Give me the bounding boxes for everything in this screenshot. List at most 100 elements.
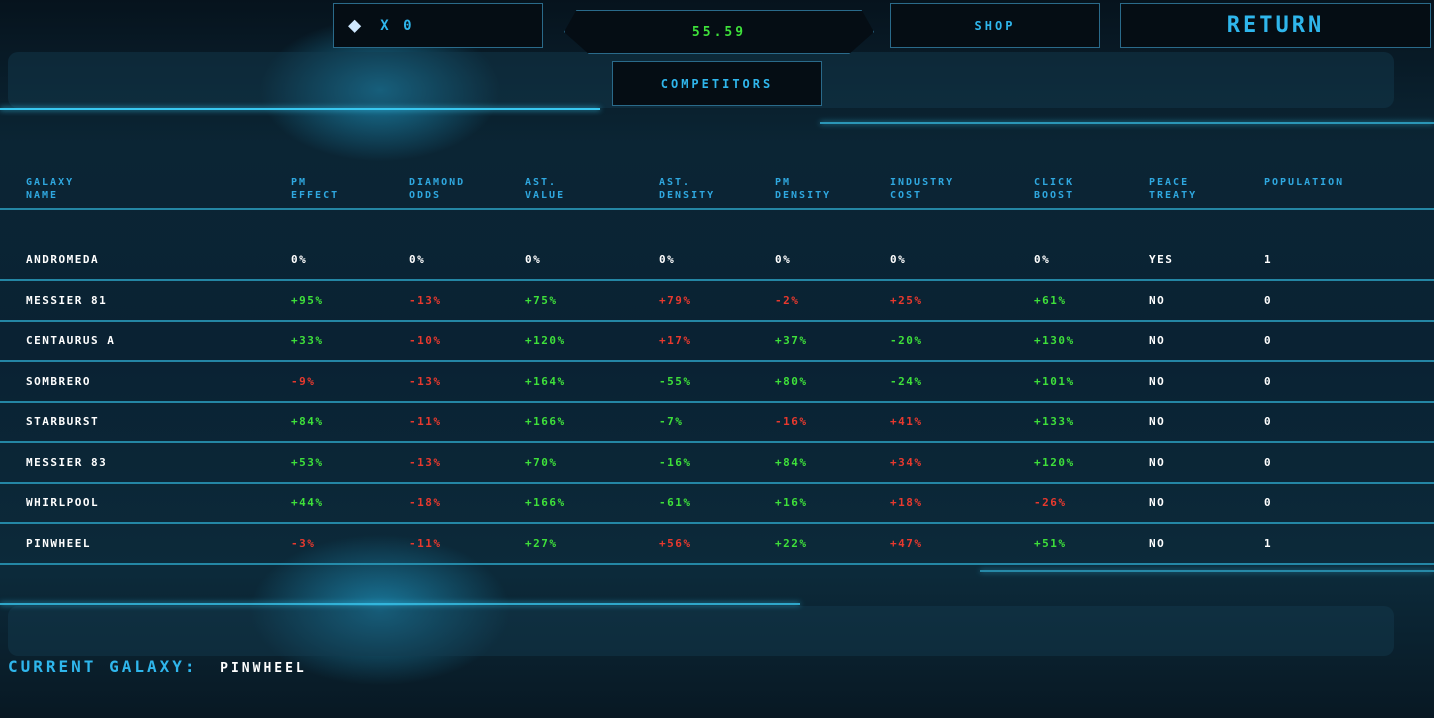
table-cell: +75% — [525, 293, 558, 307]
column-header-line: DENSITY — [775, 190, 832, 201]
table-cell: NO — [1149, 374, 1166, 388]
table-cell: 0% — [409, 253, 426, 266]
table-cell: -55% — [659, 374, 692, 388]
header-divider — [0, 208, 1434, 210]
galaxy-name: ANDROMEDA — [26, 253, 100, 266]
shop-button[interactable]: SHOP — [890, 3, 1100, 48]
table-cell: +164% — [525, 374, 566, 388]
column-header: AST. VALUE — [525, 176, 565, 202]
column-header: CLICK BOOST — [1034, 176, 1074, 202]
table-cell: +95% — [291, 293, 324, 307]
column-header-line: TREATY — [1149, 190, 1198, 201]
glow-line — [0, 603, 800, 605]
table-cell: +33% — [291, 334, 324, 347]
table-cell: +70% — [525, 455, 558, 469]
table-cell: -18% — [409, 496, 442, 509]
current-galaxy-value: PINWHEEL — [220, 661, 307, 676]
table-cell: +84% — [291, 415, 324, 428]
table-cell: +120% — [525, 334, 566, 347]
table-cell: 0 — [1264, 415, 1273, 428]
table-cell: -24% — [890, 374, 923, 388]
current-galaxy-label: CURRENT GALAXY: — [8, 657, 198, 676]
table-cell: +84% — [775, 455, 808, 469]
table-cell: NO — [1149, 334, 1166, 347]
glow-line — [980, 570, 1434, 572]
galaxy-name: WHIRLPOOL — [26, 496, 100, 509]
column-header-line: EFFECT — [291, 190, 340, 201]
column-header-line: INDUSTRY — [890, 177, 955, 188]
column-header-line: PEACE — [1149, 177, 1190, 188]
table-cell: -13% — [409, 293, 442, 307]
table-cell: +17% — [659, 334, 692, 347]
row-divider — [0, 400, 1434, 403]
column-header-line: AST. — [525, 177, 558, 188]
table-cell: YES — [1149, 253, 1174, 266]
table-cell: +120% — [1034, 455, 1075, 469]
table-cell: 0 — [1264, 374, 1273, 388]
table-cell: +130% — [1034, 334, 1075, 347]
column-header-line: DENSITY — [659, 190, 716, 201]
table-cell: +101% — [1034, 374, 1075, 388]
table-cell: +18% — [890, 496, 923, 509]
table-cell: -13% — [409, 455, 442, 469]
galaxy-name: MESSIER 83 — [26, 455, 108, 469]
column-header-line: CLICK — [1034, 177, 1075, 188]
table-cell: 0% — [1034, 253, 1051, 266]
table-cell: +22% — [775, 536, 808, 550]
table-cell: +53% — [291, 455, 324, 469]
row-divider — [0, 562, 1434, 565]
competitors-tab[interactable]: COMPETITORS — [612, 61, 822, 106]
row-divider — [0, 522, 1434, 524]
table-cell: 0% — [775, 253, 792, 266]
table-cell: +133% — [1034, 415, 1075, 428]
column-header-line: POPULATION — [1264, 177, 1345, 188]
table-cell: +79% — [659, 293, 692, 307]
table-cell: +166% — [525, 415, 566, 428]
table-cell: +56% — [659, 536, 692, 550]
table-cell: -16% — [775, 415, 808, 428]
table-cell: -20% — [890, 334, 923, 347]
row-divider — [0, 441, 1434, 443]
diamond-count: X 0 — [380, 17, 415, 34]
diamond-counter: ◆ X 0 — [333, 3, 543, 48]
table-cell: 0 — [1264, 496, 1273, 509]
column-header: PEACE TREATY — [1149, 176, 1197, 202]
return-button[interactable]: RETURN — [1120, 3, 1431, 48]
row-divider — [0, 279, 1434, 281]
table-cell: -11% — [409, 536, 442, 550]
column-header-line: BOOST — [1034, 190, 1075, 201]
column-header: AST. DENSITY — [659, 176, 715, 202]
galaxy-name: PINWHEEL — [26, 536, 91, 550]
glow-line — [820, 122, 1434, 124]
table-cell: 0 — [1264, 334, 1273, 347]
column-header: POPULATION — [1264, 176, 1344, 189]
current-galaxy: CURRENT GALAXY: PINWHEEL — [8, 657, 307, 676]
table-cell: +44% — [291, 496, 324, 509]
table-cell: +37% — [775, 334, 808, 347]
row-divider — [0, 319, 1434, 322]
table-cell: +41% — [890, 415, 923, 428]
table-cell: NO — [1149, 496, 1166, 509]
column-header-line: COST — [890, 190, 923, 201]
row-divider — [0, 481, 1434, 484]
column-header: DIAMOND ODDS — [409, 176, 465, 202]
column-header-line: AST. — [659, 177, 692, 188]
column-header-line: DIAMOND — [409, 177, 466, 188]
galaxy-name: SOMBRERO — [26, 374, 91, 388]
table-cell: 1 — [1264, 536, 1273, 550]
table-cell: +80% — [775, 374, 808, 388]
galaxy-name: STARBURST — [26, 415, 100, 428]
column-header-line: VALUE — [525, 190, 566, 201]
table-cell: -3% — [291, 536, 316, 550]
table-cell: -16% — [659, 455, 692, 469]
table-cell: 0 — [1264, 293, 1273, 307]
table-cell: -11% — [409, 415, 442, 428]
bottom-band — [8, 606, 1394, 656]
table-cell: NO — [1149, 293, 1166, 307]
table-cell: -10% — [409, 334, 442, 347]
row-divider — [0, 360, 1434, 362]
table-cell: -13% — [409, 374, 442, 388]
table-cell: +16% — [775, 496, 808, 509]
column-header: PM EFFECT — [291, 176, 339, 202]
table-cell: 0% — [291, 253, 308, 266]
